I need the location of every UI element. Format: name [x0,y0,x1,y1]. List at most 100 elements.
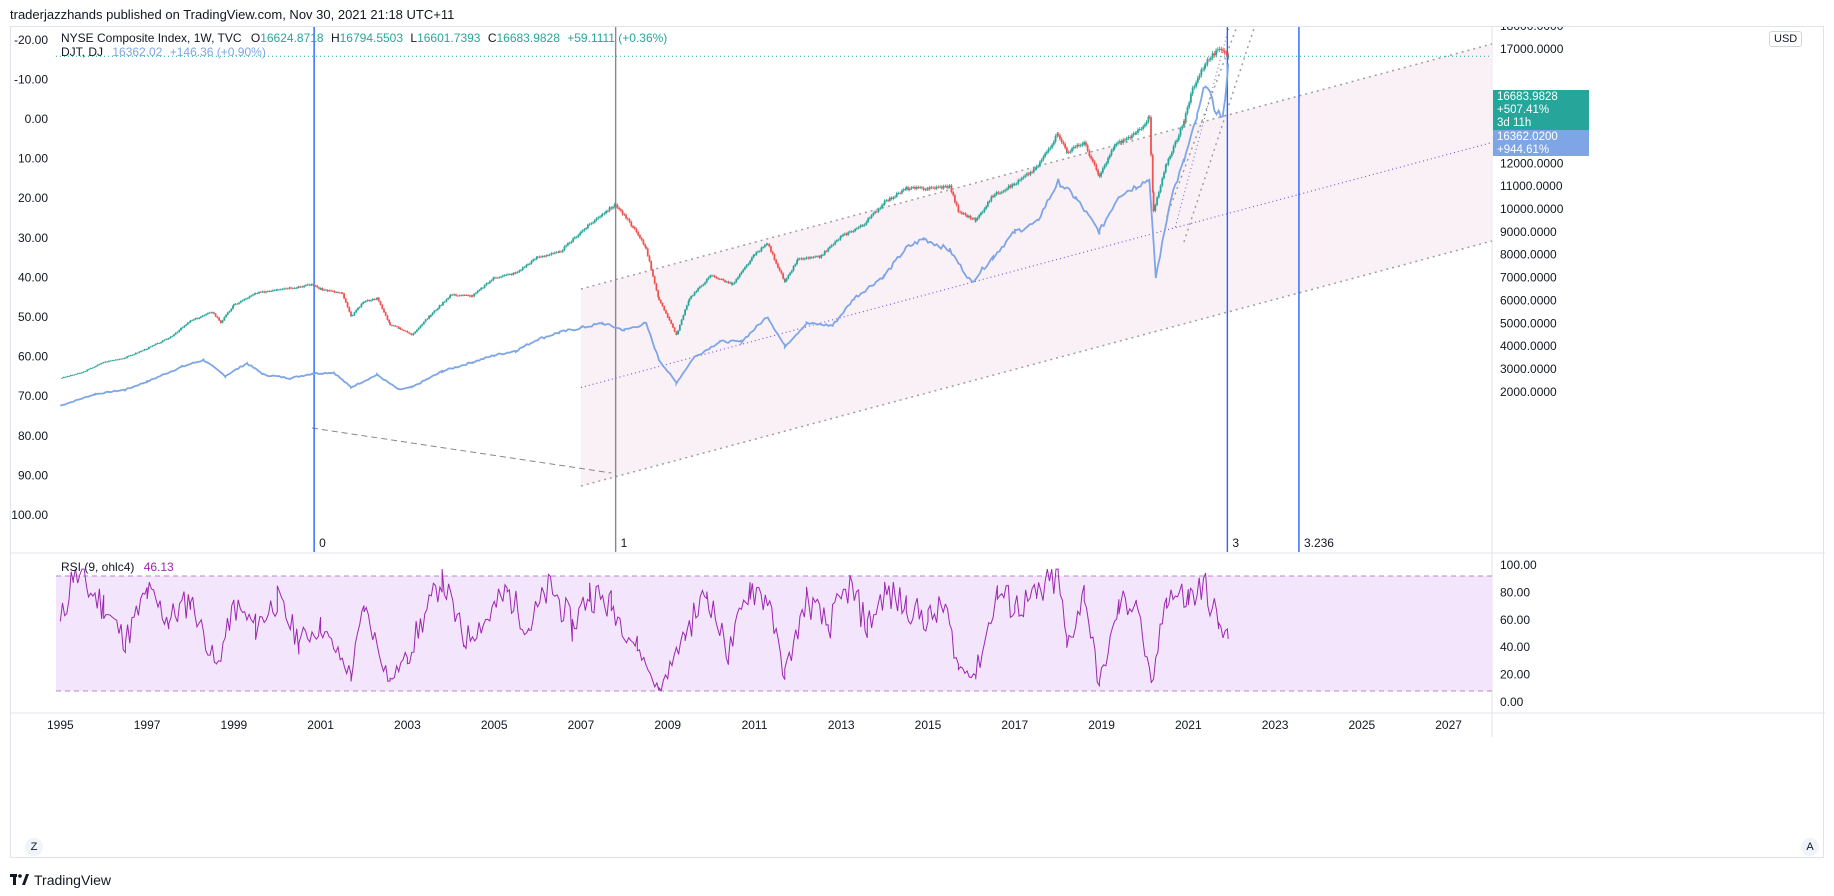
candle-body [579,233,581,235]
candle-body [375,299,378,300]
candle-body [160,342,162,344]
candle-body [409,333,412,335]
candle-body [214,313,217,317]
chart-frame[interactable]: 0 1 3 3.236 -20.00 -10.00 0.00 10.00 20.00 30.00 4… [10,26,1825,859]
candle-body [104,361,107,363]
candle-body [892,197,895,199]
candle-body [1007,185,1010,189]
zoom-reset-button[interactable]: Z [25,838,43,856]
candle-body [802,258,804,260]
candle-body [147,347,150,349]
candle-body [183,325,186,328]
candle-body [143,349,146,351]
currency-label[interactable]: USD [1769,31,1803,47]
candle-body [666,316,669,318]
candle-body [189,320,192,323]
candle-body [113,360,116,362]
legend-symbol[interactable]: NYSE Composite Index, 1W, TVC [61,31,242,45]
candle-body [379,301,382,305]
candle-body [718,278,721,280]
candle-body [239,301,242,303]
candle-body [792,266,795,271]
candle-body [612,207,614,209]
candle-body [146,348,149,350]
candle-body [894,196,896,198]
candle-body [114,359,117,361]
candle-body [1009,185,1012,188]
candle-body [181,327,184,329]
candle-body [637,232,640,236]
candle-body [1120,140,1123,144]
candle-body [814,256,817,258]
channel-upper-line [580,43,1493,290]
candle-body [740,271,743,275]
candle-body [281,288,284,290]
candle-body [1165,164,1168,166]
candle-body [1208,59,1211,61]
rsi-axis-tick: 80.00 [1500,585,1530,599]
candle-body [1190,93,1192,103]
candle-body [1034,168,1037,170]
candle-body [238,302,240,304]
candle-body [389,322,391,326]
candle-body [541,256,544,257]
candle-body [932,187,935,189]
candle-body [626,218,629,220]
candle-body [1215,50,1217,56]
right-axis-tick: 3000.0000 [1500,362,1557,376]
candle-body [912,187,915,188]
candle-body [108,360,110,362]
candle-body [324,289,327,291]
candle-body [1115,143,1118,146]
candle-body [673,327,676,332]
candle-body [1054,135,1057,142]
candle-body [823,251,826,255]
candle-body [357,307,359,310]
candle-body [697,288,699,291]
time-axis-tick: 2019 [1088,718,1115,732]
legend-high: 16794.5503 [339,31,404,45]
right-axis-tick: 7000.0000 [1500,271,1557,285]
candle-body [358,307,361,308]
candle-body [226,312,229,315]
candle-body [787,275,790,279]
candle-body [661,303,664,307]
candle-body [75,374,77,375]
time-axis-tick: 2007 [568,718,595,732]
candle-body [416,329,418,332]
candle-body [628,219,631,222]
candle-body [116,359,119,361]
rsi-label[interactable]: RSI (9, ohlc4) [61,560,135,574]
tradingview-footer[interactable]: TradingView [10,872,111,888]
candle-body [180,327,182,331]
auto-scale-button[interactable]: A [1801,838,1819,856]
candle-body [394,325,397,327]
candle-body [449,294,452,296]
candle-body [316,285,319,288]
candle-body [295,287,298,289]
candle-body [867,218,870,222]
candle-body [111,360,114,362]
candle-body [852,231,855,232]
candle-body [232,305,234,309]
candle-body [762,247,765,248]
candle-body [1117,142,1119,144]
chart-canvas[interactable]: 0 1 3 3.236 -20.00 -10.00 0.00 10.00 20.00 30.00 4… [11,27,1825,859]
candle-body [731,283,734,285]
compare-symbol[interactable]: DJT, DJ [61,45,103,59]
candle-body [1164,165,1167,173]
candle-body [682,315,685,320]
candle-body [225,314,227,318]
candle-body [668,317,671,321]
candle-body [386,315,389,320]
candle-body [675,331,678,335]
candle-body [966,215,968,218]
candle-body [508,274,511,275]
candle-body [1125,138,1128,141]
candle-body [724,280,726,282]
candle-body [476,290,479,293]
candle-body [554,252,556,254]
candle-body [1091,158,1094,162]
candle-body [1060,138,1063,143]
candle-body [1154,204,1157,212]
